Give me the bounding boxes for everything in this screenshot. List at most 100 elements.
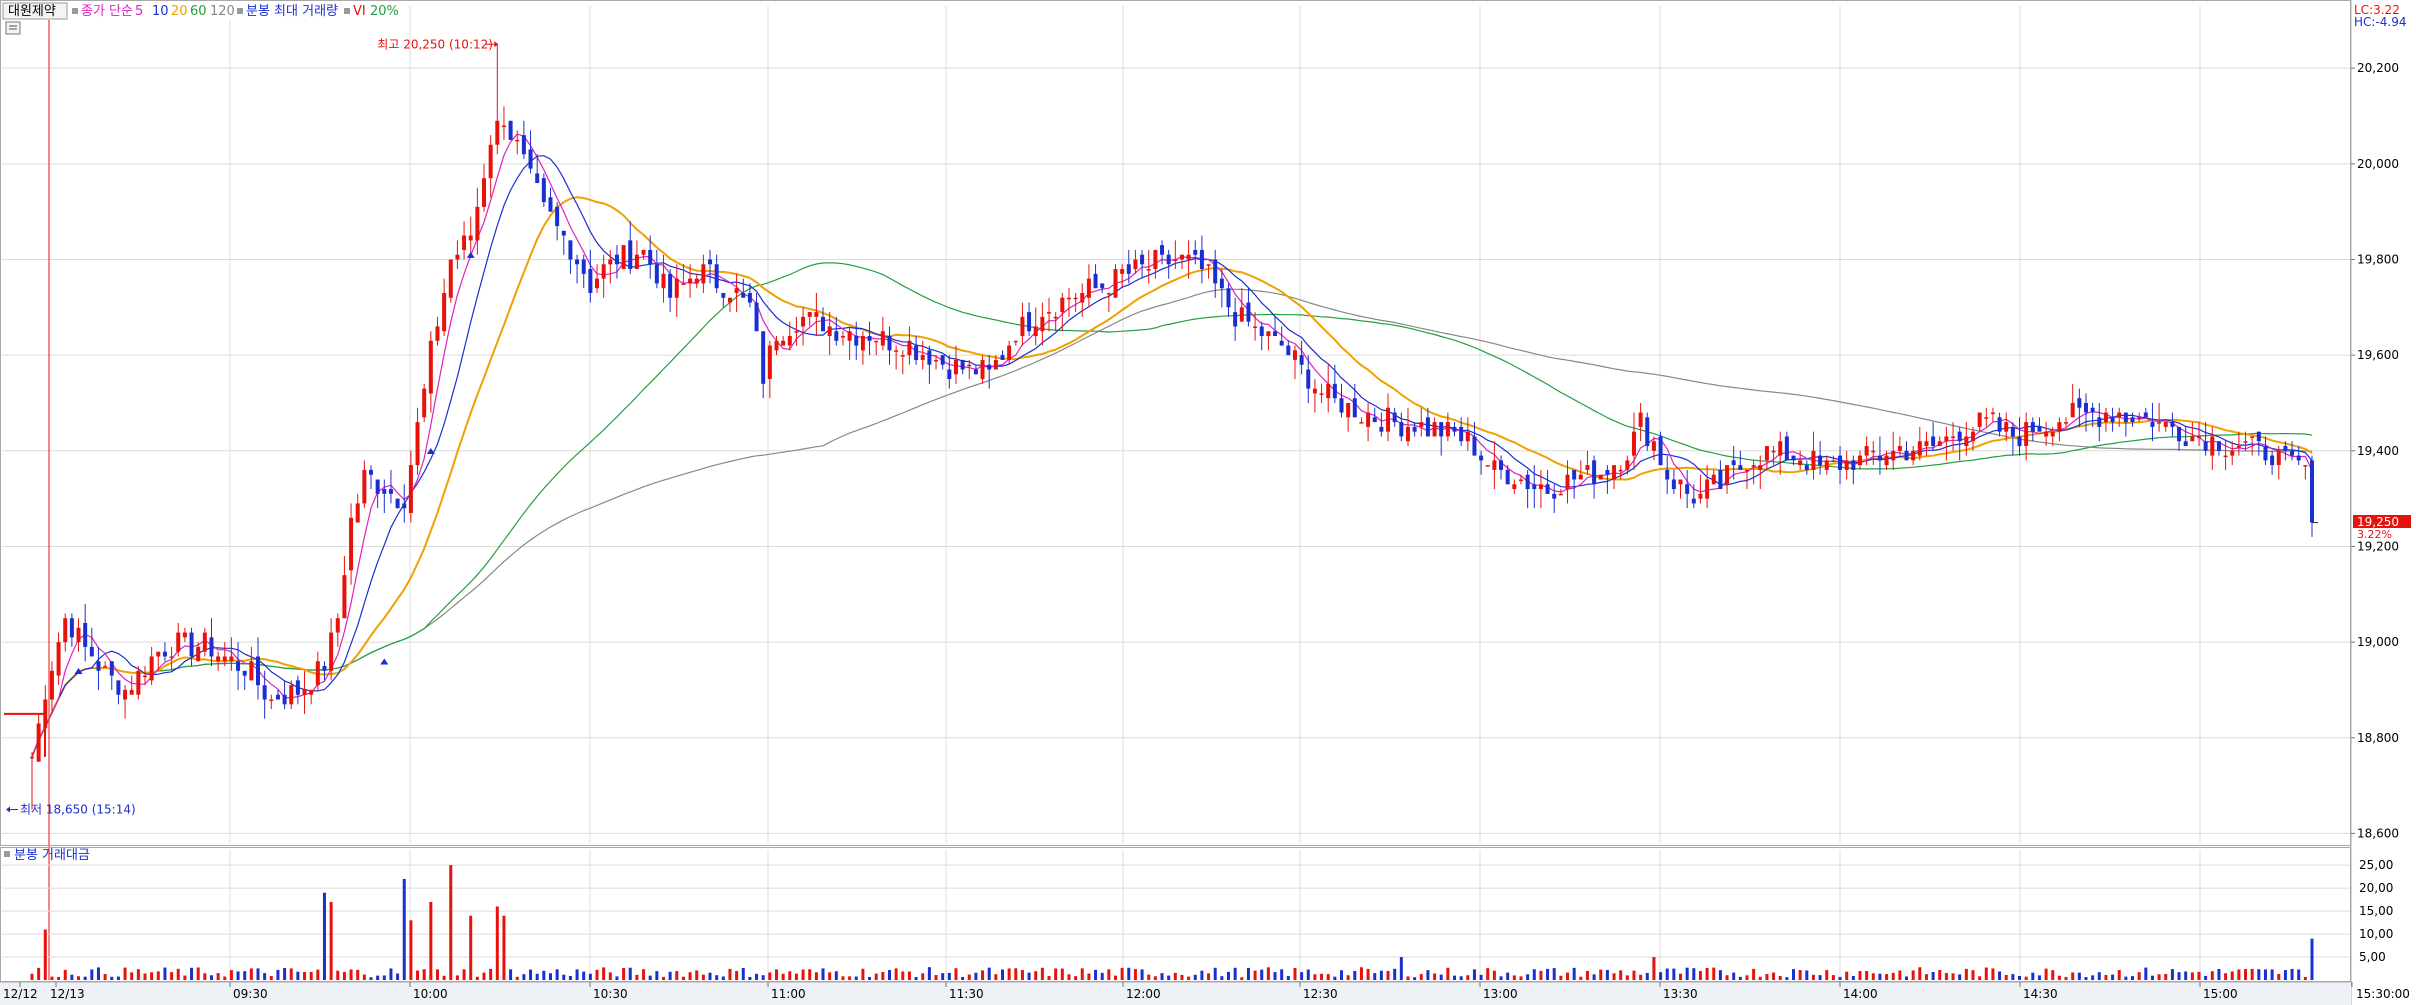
- volume-bar: [635, 974, 639, 980]
- volume-bar: [661, 976, 665, 980]
- candle-body: [1651, 441, 1656, 451]
- candle-body: [1545, 484, 1550, 494]
- candle-body: [1113, 269, 1118, 298]
- volume-bar: [2131, 976, 2135, 980]
- candle-body: [1312, 388, 1317, 394]
- candle-body: [1572, 469, 1577, 480]
- volume-bar: [529, 969, 533, 980]
- volume-bar: [183, 975, 187, 980]
- volume-bar: [562, 974, 566, 980]
- candle-body: [123, 689, 128, 700]
- candle-body: [2070, 402, 2075, 418]
- candle-body: [1844, 460, 1849, 470]
- volume-bar: [1858, 971, 1862, 980]
- volume-bar: [1905, 976, 1909, 980]
- volume-bar: [1034, 971, 1038, 980]
- volume-bar: [1605, 969, 1609, 980]
- volume-bar: [263, 973, 267, 980]
- volume-bar: [2004, 974, 2008, 980]
- candle-body: [2077, 398, 2082, 408]
- volume-bar: [2018, 975, 2022, 980]
- candle-body: [1120, 269, 1125, 274]
- candle-body: [1066, 297, 1071, 300]
- volume-bar: [2077, 972, 2081, 980]
- volume-bar: [947, 972, 951, 980]
- chart-menu-icon[interactable]: [5, 21, 21, 35]
- volume-bar: [781, 973, 785, 980]
- candle-body: [256, 656, 261, 686]
- candle-body: [934, 359, 939, 362]
- candle-body: [2103, 412, 2108, 423]
- volume-bar: [236, 971, 240, 980]
- candle-body: [734, 288, 739, 293]
- volume-bar: [1020, 970, 1024, 980]
- candle-body: [1306, 369, 1311, 389]
- candle-body: [714, 264, 719, 289]
- candle-body: [1140, 254, 1145, 265]
- candle-body: [2050, 431, 2055, 437]
- volume-bar: [1120, 967, 1124, 980]
- candle-body: [1671, 479, 1676, 490]
- volume-bar: [2210, 971, 2214, 980]
- candle-body: [1213, 259, 1218, 284]
- candle-body: [2010, 426, 2015, 437]
- candle-body: [275, 694, 280, 700]
- volume-bar: [1998, 971, 2002, 980]
- candle-body: [156, 651, 161, 657]
- candle-body: [176, 632, 181, 652]
- volume-bar: [469, 915, 473, 980]
- candle-body: [980, 359, 985, 380]
- volume-bar: [1074, 976, 1078, 980]
- candle-body: [1445, 422, 1450, 437]
- volume-bar: [396, 973, 400, 980]
- candle-body: [1366, 412, 1371, 427]
- volume-bar: [1280, 969, 1284, 980]
- volume-tick-label-4: 5,00: [2359, 950, 2386, 964]
- candle-body: [196, 646, 201, 662]
- candle-body: [1904, 450, 1909, 461]
- candle-body: [1951, 436, 1956, 438]
- candle-body: [1897, 446, 1902, 451]
- x-tick-label-5: 11:00: [771, 987, 806, 1001]
- volume-bar: [243, 971, 247, 980]
- volume-bar: [2011, 974, 2015, 980]
- candle-body: [482, 178, 487, 207]
- volume-bar: [2257, 969, 2261, 980]
- candle-body: [860, 336, 865, 351]
- volume-bar: [1592, 974, 1596, 980]
- volume-bar: [1207, 973, 1211, 980]
- volume-bar: [502, 915, 506, 980]
- volume-bar: [2111, 974, 2115, 980]
- candle-body: [595, 278, 600, 289]
- stock-name-label[interactable]: 대원제약: [8, 4, 56, 19]
- candle-body: [621, 245, 626, 270]
- candle-body: [1804, 465, 1809, 470]
- candle-body: [229, 656, 234, 662]
- candle-body: [2283, 446, 2288, 451]
- volume-bar: [356, 969, 360, 980]
- candle-body: [342, 575, 347, 619]
- candle-body: [2090, 407, 2095, 413]
- candle-body: [1193, 249, 1198, 255]
- volume-bar: [1951, 973, 1955, 980]
- candle-body: [787, 336, 792, 346]
- volume-bar: [1080, 968, 1084, 980]
- volume-bar: [1898, 970, 1902, 980]
- volume-bar: [1439, 974, 1443, 980]
- volume-bar: [1672, 968, 1676, 980]
- volume-bar: [123, 967, 127, 980]
- volume-bar: [861, 968, 865, 980]
- ma-legend-period-10: 10: [152, 4, 169, 19]
- x-tick-label-10: 13:30: [1663, 987, 1698, 1001]
- candle-body: [1346, 402, 1351, 418]
- volume-bar: [588, 973, 592, 980]
- candle-body: [1931, 436, 1936, 447]
- volume-bar: [515, 976, 519, 980]
- volume-bar: [1625, 975, 1629, 980]
- hc-label: HC:-4.94: [2354, 15, 2407, 29]
- volume-bar: [1200, 970, 1204, 980]
- volume-bar: [2084, 977, 2088, 980]
- stock-name-box[interactable]: [2, 2, 68, 20]
- volume-bar: [1798, 970, 1802, 980]
